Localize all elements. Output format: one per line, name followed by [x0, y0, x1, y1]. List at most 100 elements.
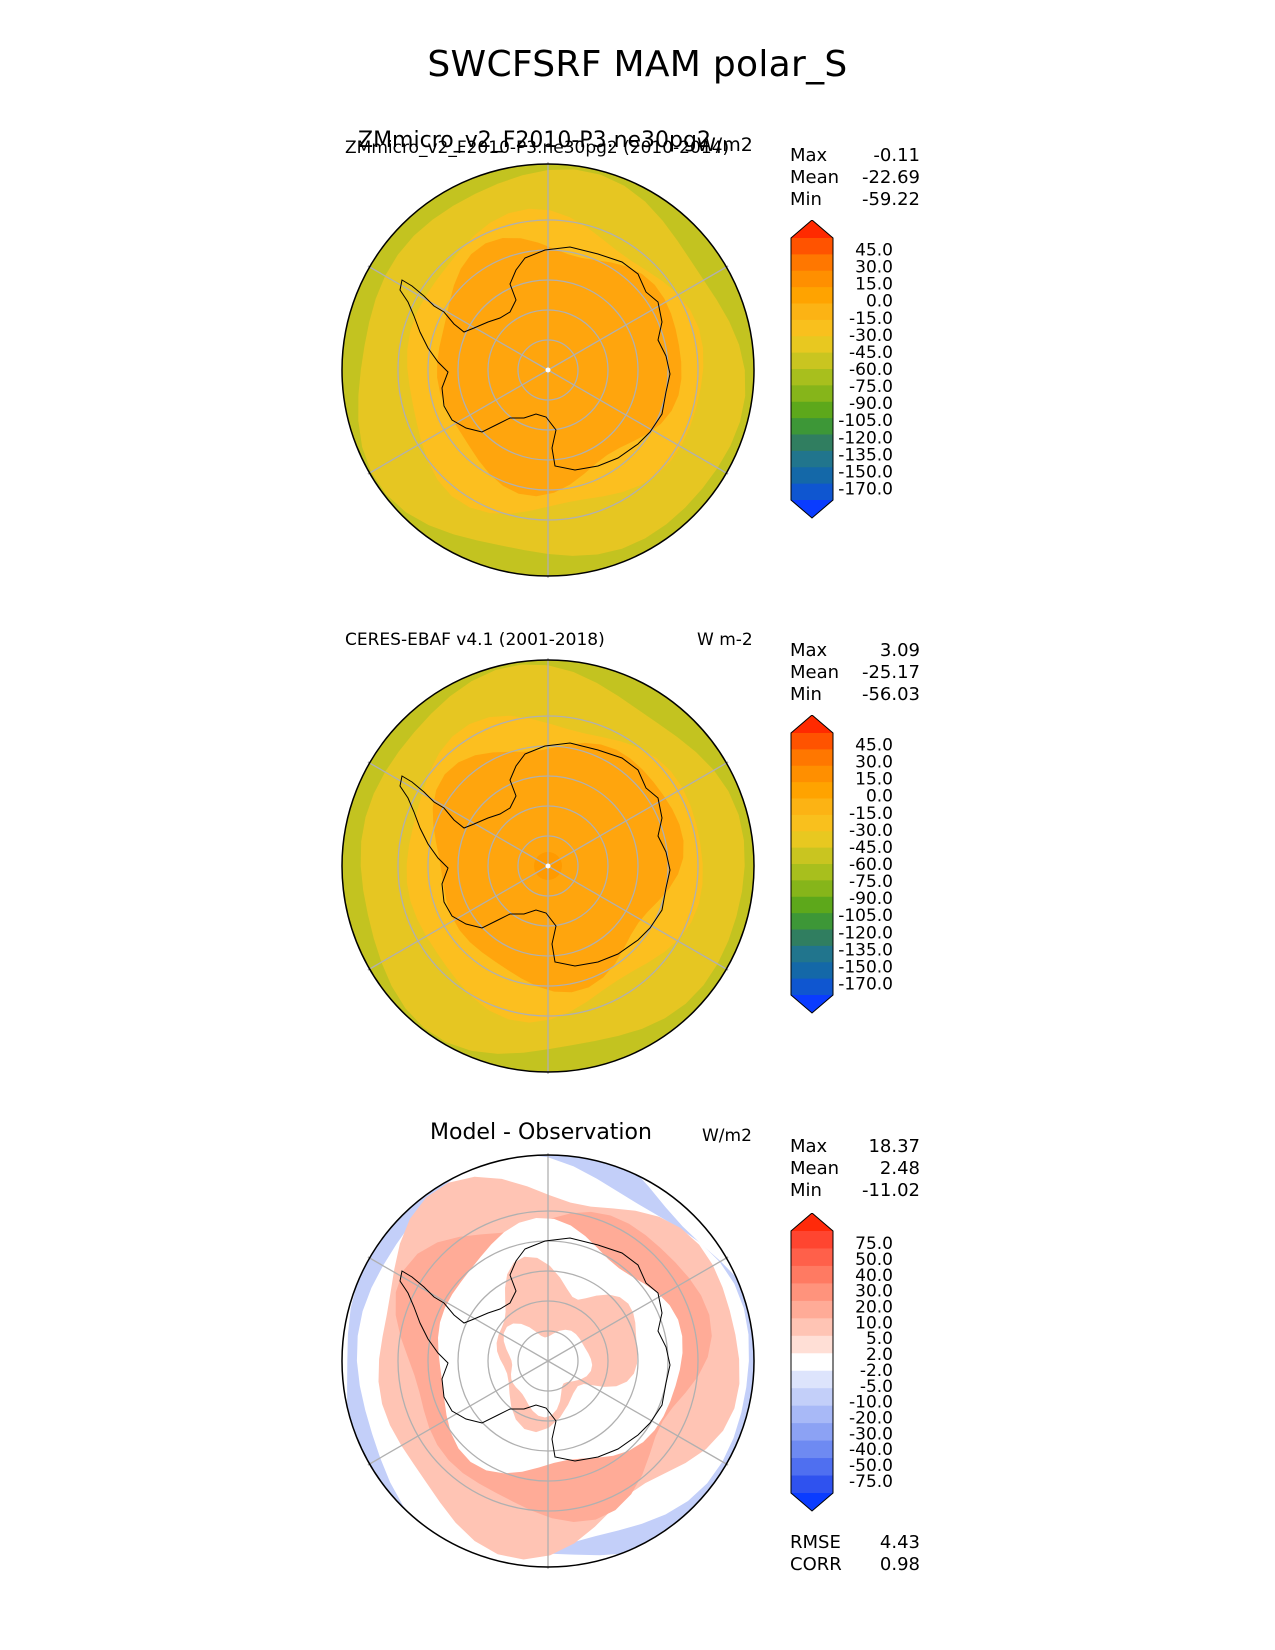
colorbar-tick-label: 75.0: [855, 1234, 893, 1254]
colorbar-tick-label: -170.0: [838, 975, 893, 995]
panel-difference-stats: Max 18.37 Mean 2.48 Min -11.02: [790, 1136, 920, 1202]
colorbar-tick-label: 40.0: [855, 1266, 893, 1286]
colorbar-tick-label: -10.0: [849, 1393, 893, 1413]
colorbar-bin: [791, 1458, 833, 1477]
colorbar-tick-label: 45.0: [855, 241, 893, 261]
colorbar-bin: [791, 352, 833, 370]
colorbar-tick-label: -60.0: [849, 360, 893, 380]
colorbar-tick-label: -120.0: [838, 923, 893, 943]
polar-map-test: [341, 162, 755, 578]
stat-min: Min -11.02: [790, 1180, 920, 1201]
stat-max: Max 18.37: [790, 1136, 920, 1157]
colorbar-bin: [791, 369, 833, 386]
colorbar-tick-label: -30.0: [849, 1424, 893, 1444]
stat-mean: Mean -22.69: [790, 167, 920, 188]
colorbar-tick-label: -105.0: [838, 906, 893, 926]
colorbar-tick-label: -2.0: [860, 1361, 893, 1381]
colorbar-tick-label: -60.0: [849, 855, 893, 875]
antarctica-coastline: [399, 742, 671, 967]
colorbar-bin: [791, 467, 833, 485]
panel-reference-stats: Max 3.09 Mean -25.17 Min -56.03: [790, 640, 920, 706]
colorbar-tick-label: 15.0: [855, 275, 893, 295]
colorbar-bin: [791, 1283, 833, 1302]
meridian-line: [547, 1360, 729, 1466]
map-boundary: [341, 163, 755, 577]
colorbar-tick-label: 45.0: [855, 736, 893, 756]
colorbar-bin: [791, 1388, 833, 1407]
panel-test-title-overlap: ZMmicro_v2_F2010-P3.ne30pg2 (2010-2014): [345, 138, 730, 158]
colorbar-tick-label: -15.0: [849, 309, 893, 329]
colorbar-bin: [791, 270, 833, 288]
colorbar-tick-label: -30.0: [849, 326, 893, 346]
colorbar-bin: [791, 1423, 833, 1442]
south-pole-marker: [545, 863, 551, 869]
colorbar-bin: [791, 847, 833, 865]
colorbar-bin: [791, 1370, 833, 1389]
colorbar-bin: [791, 1248, 833, 1267]
polar-map-difference: [341, 1153, 755, 1569]
colorbar-outline: [790, 715, 834, 1014]
colorbar-bin: [791, 287, 833, 305]
meridian-line: [367, 761, 549, 867]
colorbar-extend-min: [791, 500, 833, 518]
meridian-line: [547, 369, 729, 475]
antarctica-coastline: [399, 1237, 671, 1462]
colorbar-extend-max: [791, 1213, 833, 1231]
colorbar-outline: [790, 220, 834, 519]
colorbar-bin: [791, 864, 833, 881]
colorbar-bin: [791, 238, 833, 255]
colorbar-bin: [791, 733, 833, 750]
colorbar-tick-label: 50.0: [855, 1250, 893, 1270]
colorbar-tick-label: -120.0: [838, 428, 893, 448]
colorbar-bin: [791, 418, 833, 436]
colorbar-bin: [791, 1300, 833, 1319]
colorbar-reference: 45.030.015.00.0-15.0-30.0-45.0-60.0-75.0…: [790, 715, 893, 1014]
stat-mean: Mean -25.17: [790, 662, 920, 683]
panel-test-stats: Max -0.11 Mean -22.69 Min -59.22: [790, 145, 920, 211]
stat-min: Min -59.22: [790, 189, 920, 210]
stat-mean: Mean 2.48: [790, 1158, 920, 1179]
colorbar-bin: [791, 913, 833, 931]
colorbar-tick-label: -40.0: [849, 1440, 893, 1460]
colorbar-bin: [791, 945, 833, 963]
colorbar-bin: [791, 303, 833, 321]
colorbar-tick-label: 30.0: [855, 753, 893, 773]
colorbar-tick-label: 15.0: [855, 770, 893, 790]
colorbar-bin: [791, 978, 833, 996]
panel-reference-title: CERES-EBAF v4.1 (2001-2018): [345, 630, 605, 650]
colorbar-tick-label: 2.0: [866, 1345, 893, 1365]
colorbar-bin: [791, 1353, 833, 1372]
colorbar-tick-label: -90.0: [849, 394, 893, 414]
colorbar-extend-min: [791, 1493, 833, 1511]
colorbar-tick-label: -45.0: [849, 343, 893, 363]
colorbar-bin: [791, 814, 833, 832]
south-pole-marker: [545, 367, 551, 373]
meridian-line: [547, 761, 729, 867]
colorbar-bin: [791, 434, 833, 452]
colorbar-tick-label: 0.0: [866, 787, 893, 807]
colorbar-bin: [791, 782, 833, 800]
stat-rmse: RMSE 4.43: [790, 1532, 920, 1553]
colorbar-bin: [791, 831, 833, 849]
colorbar-tick-label: -90.0: [849, 889, 893, 909]
colorbar-extend-min: [791, 995, 833, 1013]
colorbar-tick-label: -135.0: [838, 940, 893, 960]
meridian-line: [367, 1256, 549, 1362]
panel-reference-units: W m-2: [697, 630, 753, 650]
colorbar-tick-label: -45.0: [849, 838, 893, 858]
panel-difference-title: Model - Observation: [430, 1120, 652, 1145]
colorbar-tick-label: -135.0: [838, 445, 893, 465]
colorbar-bin: [791, 1335, 833, 1354]
colorbar-bin: [791, 401, 833, 419]
colorbar-bin: [791, 1440, 833, 1459]
colorbar-bin: [791, 749, 833, 767]
graticule: [367, 1153, 729, 1569]
colorbar-bin: [791, 765, 833, 783]
colorbar-bin: [791, 319, 833, 337]
colorbar-tick-label: -50.0: [849, 1456, 893, 1476]
colorbar-tick-label: -30.0: [849, 821, 893, 841]
meridian-line: [547, 265, 729, 371]
meridian-line: [367, 265, 549, 371]
colorbar-tick-label: 30.0: [855, 1282, 893, 1302]
colorbar-tick-label: 20.0: [855, 1298, 893, 1318]
